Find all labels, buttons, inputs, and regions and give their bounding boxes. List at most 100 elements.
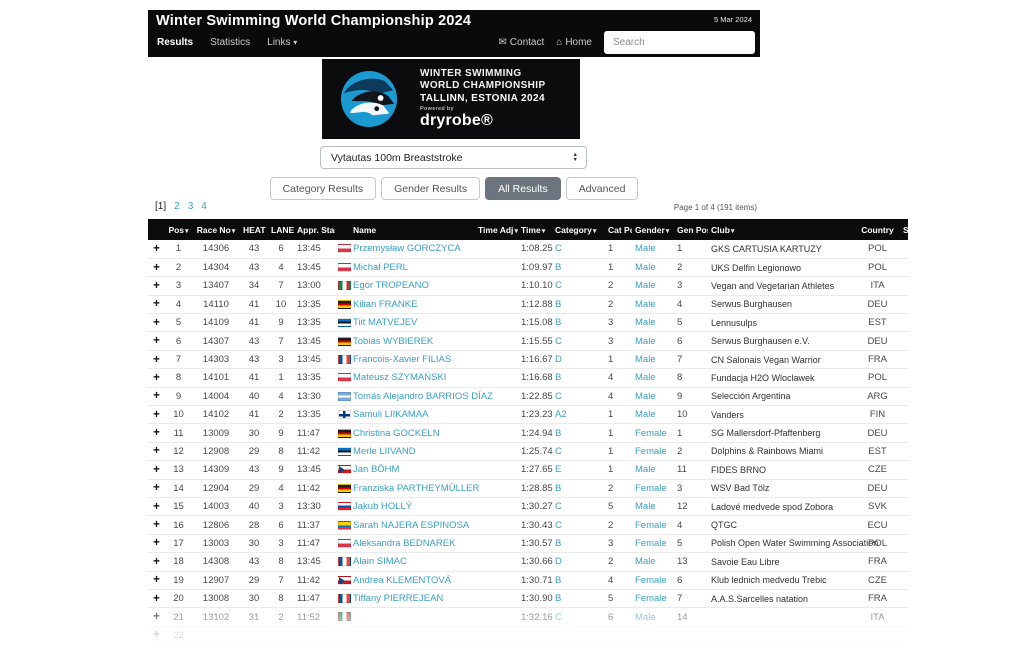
gender-link[interactable]: Male [635,372,656,384]
home-link[interactable]: ⌂ Home [556,37,592,48]
nav-item-links[interactable]: Links ▾ [267,37,297,48]
gender-link[interactable]: Male [635,556,656,568]
category-link[interactable]: E [555,464,562,476]
col-header-club[interactable]: Club▾ [711,224,735,235]
expand-row-button[interactable]: + [153,574,160,587]
gender-link[interactable]: Male [635,262,656,274]
col-header-pos[interactable]: Pos▾ [168,224,189,235]
col-header-race_no[interactable]: Race No▾ [196,224,236,235]
expand-row-button[interactable]: + [153,261,160,274]
swimmer-name-link[interactable]: Mateusz SZYMAŃSKI [353,372,447,384]
search-input[interactable] [604,31,755,54]
tab-advanced[interactable]: Advanced [565,177,639,200]
category-link[interactable]: C [555,243,562,255]
expand-row-button[interactable]: + [153,592,160,605]
swimmer-name-link[interactable]: Francois-Xavier FILIAS [353,354,452,366]
gender-link[interactable]: Female [635,482,667,494]
gender-link[interactable]: Female [635,574,667,586]
category-link[interactable]: B [555,298,562,310]
gender-link[interactable]: Male [635,243,656,255]
expand-row-button[interactable]: + [153,353,160,366]
expand-row-button[interactable]: + [153,629,160,642]
gender-link[interactable]: Male [635,390,656,402]
category-link[interactable]: B [555,372,562,384]
expand-row-button[interactable]: + [153,445,160,458]
swimmer-name-link[interactable]: Franziska PARTHEYMÜLLER [353,482,480,494]
swimmer-name-link[interactable]: Andrea KLEMENTOVÁ [353,574,452,586]
category-link[interactable]: A2 [555,409,567,421]
gender-link[interactable]: Male [635,611,656,623]
category-link[interactable]: C [555,390,562,402]
category-link[interactable]: D [555,354,562,366]
contact-link[interactable]: ✉ Contact [498,37,544,48]
expand-row-button[interactable]: + [153,408,160,421]
expand-row-button[interactable]: + [153,519,160,532]
category-link[interactable]: B [555,262,562,274]
category-link[interactable]: B [555,537,562,549]
gender-link[interactable]: Male [635,464,656,476]
swimmer-name-link[interactable]: Egor TROPEANO [353,280,429,292]
expand-row-button[interactable]: + [153,390,160,403]
category-link[interactable]: B [555,317,562,329]
expand-row-button[interactable]: + [153,463,160,476]
swimmer-name-link[interactable]: Tomás Alejandro BARRIOS DÍAZ [353,390,493,402]
swimmer-name-link[interactable]: Alain SIMAC [353,556,407,568]
swimmer-name-link[interactable]: Merle LIIVAND [353,445,416,457]
nav-item-statistics[interactable]: Statistics [210,37,251,48]
col-header-gender[interactable]: Gender▾ [635,224,670,235]
expand-row-button[interactable]: + [153,611,160,623]
category-link[interactable]: C [555,280,562,292]
category-link[interactable]: B [555,574,562,586]
swimmer-name-link[interactable]: Jan BÖHM [353,464,400,476]
category-link[interactable]: C [555,501,562,513]
expand-row-button[interactable]: + [153,335,160,348]
col-header-time_adj[interactable]: Time Adj▾ [478,224,518,235]
category-link[interactable]: C [555,611,562,623]
category-link[interactable]: D [555,556,562,568]
category-link[interactable]: C [555,335,562,347]
category-link[interactable]: B [555,427,562,439]
gender-link[interactable]: Female [635,427,667,439]
tab-gender-results[interactable]: Gender Results [381,177,481,200]
swimmer-name-link[interactable]: Przemysław GORCZYCA [353,243,461,255]
gender-link[interactable]: Male [635,409,656,421]
category-link[interactable]: C [555,519,562,531]
swimmer-name-link[interactable]: Christina GOCKELN [353,427,440,439]
tab-all-results[interactable]: All Results [485,177,561,200]
gender-link[interactable]: Male [635,354,656,366]
gender-link[interactable]: Male [635,298,656,310]
page-link-3[interactable]: 3 [187,201,194,212]
swimmer-name-link[interactable]: Michał PERL [353,262,408,274]
expand-row-button[interactable]: + [153,242,160,255]
tab-category-results[interactable]: Category Results [269,177,377,200]
gender-link[interactable]: Female [635,519,667,531]
gender-link[interactable]: Female [635,593,667,605]
expand-row-button[interactable]: + [153,298,160,311]
expand-row-button[interactable]: + [153,371,160,384]
category-link[interactable]: B [555,482,562,494]
gender-link[interactable]: Female [635,537,667,549]
gender-link[interactable]: Male [635,317,656,329]
swimmer-name-link[interactable]: Jakub HOLLÝ [353,501,413,513]
col-header-time[interactable]: Time▾ [521,224,546,235]
gender-link[interactable]: Male [635,280,656,292]
gender-link[interactable]: Female [635,445,667,457]
expand-row-button[interactable]: + [153,555,160,568]
swimmer-name-link[interactable]: Kilian FRANKE [353,298,418,310]
swimmer-name-link[interactable]: Samuli LIIKAMAA [353,409,429,421]
swimmer-name-link[interactable]: Tiit MATVEJEV [353,317,418,329]
expand-row-button[interactable]: + [153,316,160,329]
col-header-category[interactable]: Category▾ [555,224,597,235]
gender-link[interactable]: Male [635,335,656,347]
expand-row-button[interactable]: + [153,537,160,550]
page-link-4[interactable]: 4 [201,201,207,212]
category-link[interactable]: B [555,593,562,605]
event-select[interactable]: Vytautas 100m Breaststroke ▲ ▼ [320,146,587,169]
nav-item-results[interactable]: Results [157,37,194,48]
expand-row-button[interactable]: + [153,279,160,292]
expand-row-button[interactable]: + [153,482,160,495]
swimmer-name-link[interactable]: Aleksandra BEDNAREK [353,537,456,549]
category-link[interactable]: C [555,445,562,457]
swimmer-name-link[interactable]: Sarah NAJERA ESPINOSA [353,519,470,531]
page-link-2[interactable]: 2 [174,201,180,212]
